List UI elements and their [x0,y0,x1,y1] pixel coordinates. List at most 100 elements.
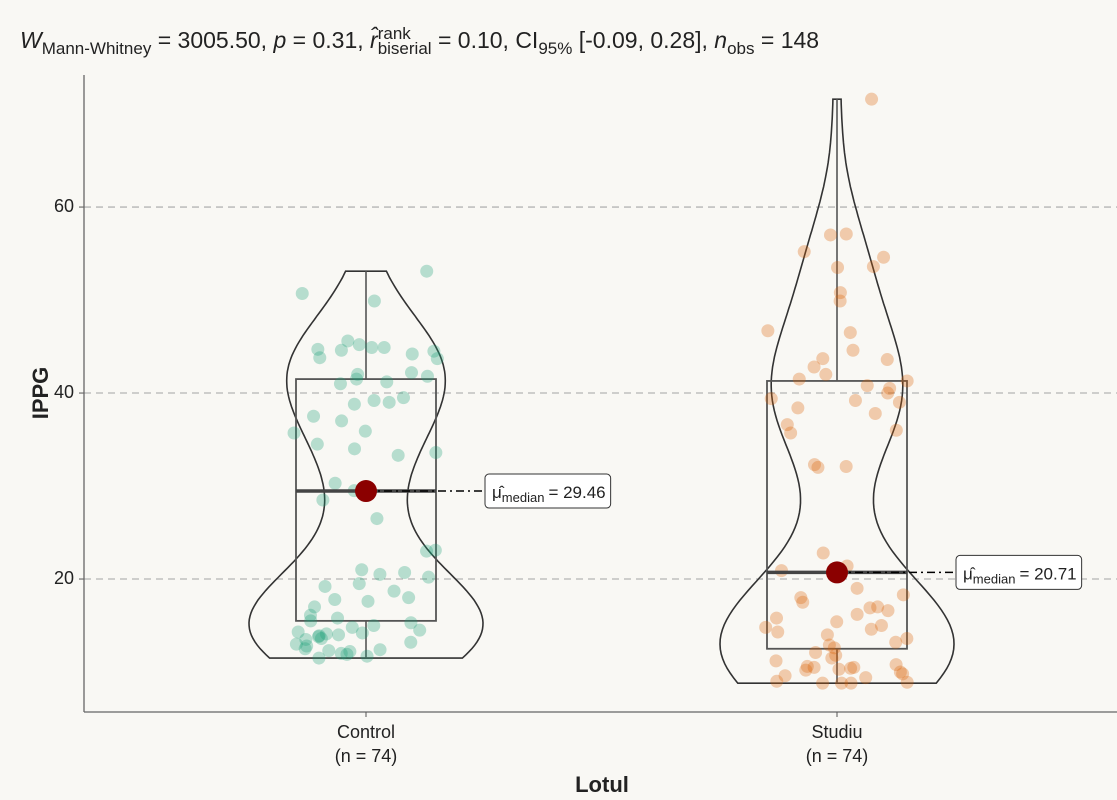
data-point [822,638,836,652]
data-point [413,623,427,637]
title-part: = 148 [755,27,820,53]
data-point [846,343,860,357]
data-point [347,397,361,411]
data-point [311,342,325,356]
data-point [771,625,785,639]
data-point [405,347,419,361]
data-point [367,393,381,407]
data-point [420,264,434,278]
data-point [427,344,441,358]
title-part: r̂ [370,26,379,53]
median-label-box [484,473,612,509]
data-point [832,662,846,676]
estimate-subscript: median [502,490,545,505]
violin [248,270,484,659]
data-point [343,645,357,659]
data-point [313,351,327,365]
data-point [844,676,858,690]
data-point [807,458,821,472]
data-point [420,544,434,558]
data-point [816,676,830,690]
data-point [797,245,811,259]
data-point [307,409,321,423]
title-part: n [714,27,727,53]
data-point [896,667,910,681]
data-point [391,448,405,462]
x-tick-label: Studiu [811,722,862,742]
data-point [314,632,328,646]
data-point [387,584,401,598]
title-part: W [20,27,44,53]
data-point [398,566,412,580]
estimate-subscript: median [973,571,1016,586]
data-point [877,250,891,264]
title-part: rank [378,24,412,43]
data-point [308,600,322,614]
data-point [880,353,894,367]
data-point [331,611,345,625]
data-point [316,493,330,507]
data-point [365,340,379,354]
x-tick-count: (n = 74) [806,746,869,766]
data-point [358,424,372,438]
title-part: [-0.09, 0.28], [572,27,714,53]
data-point [352,338,366,352]
median-label-box [955,554,1083,590]
data-point [825,651,839,665]
title-part: = 3005.50, [151,27,273,53]
chart-title: WMann-Whitney = 3005.50, p = 0.31, r̂ran… [20,24,819,58]
y-tick-label: 40 [54,382,74,402]
median-point [826,561,848,584]
data-point [759,620,773,634]
data-point [835,676,849,690]
data-point [300,639,314,653]
title-part: biserial [378,39,432,58]
title-part: 95% [538,39,572,58]
data-point [823,228,837,242]
data-point [850,581,864,595]
data-point [866,260,880,274]
x-tick-count: (n = 74) [335,746,398,766]
data-point [860,379,874,393]
data-point [341,334,355,348]
data-point [295,287,309,301]
data-point [404,616,418,630]
box [766,380,908,650]
data-point [335,414,349,428]
data-point [791,401,805,415]
data-point [820,628,834,642]
x-axis-title: Lotul [575,772,629,797]
data-point [291,625,305,639]
data-point [863,601,877,615]
data-point [348,442,362,456]
data-point [889,658,903,672]
data-point [883,381,897,395]
title-part: = 0.10, CI [432,27,539,53]
data-point [807,660,821,674]
data-point [312,629,326,643]
data-point [380,375,394,389]
data-point [428,543,442,557]
data-point [340,647,354,661]
data-point [800,659,814,673]
data-point [396,391,410,405]
data-point [770,674,784,688]
data-point [865,92,879,106]
data-point [332,628,346,642]
median-value: = 20.71 [1019,564,1076,583]
data-point [896,588,910,602]
data-point [298,642,312,656]
data-point [881,386,895,400]
data-point [850,607,864,621]
estimate-symbol: μ̂ [963,564,976,583]
data-point [833,294,847,308]
violin [719,98,955,684]
data-point [422,570,436,584]
data-point [350,372,364,386]
data-point [373,567,387,581]
median-value: = 29.46 [548,483,605,502]
data-point [847,660,861,674]
data-point [382,395,396,409]
